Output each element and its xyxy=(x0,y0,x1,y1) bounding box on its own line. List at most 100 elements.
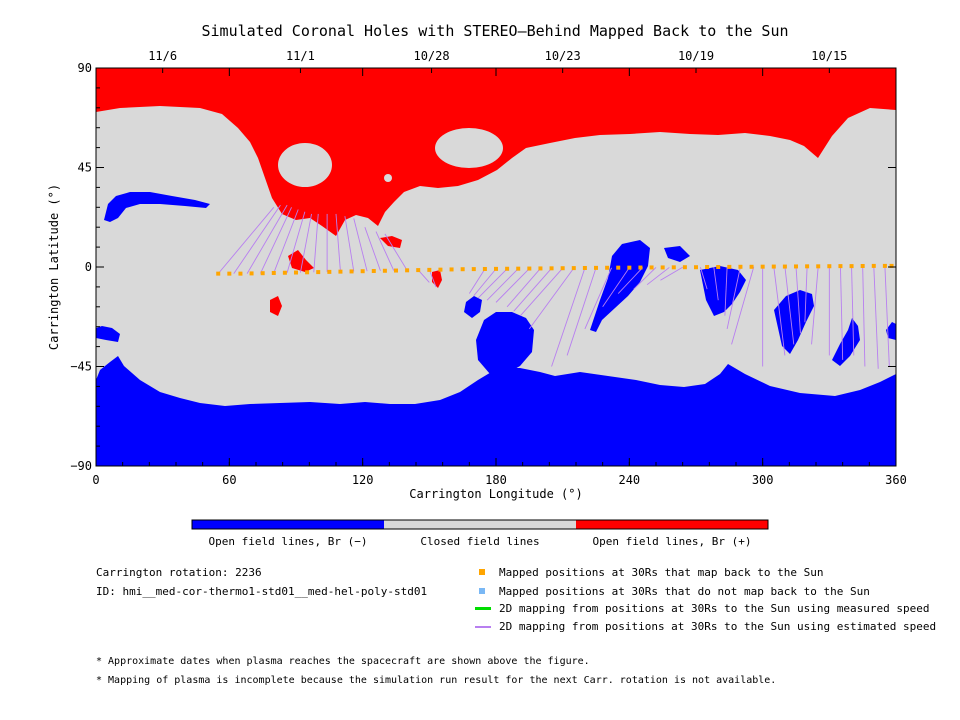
mapped-point xyxy=(582,265,587,270)
mapped-point xyxy=(249,271,254,276)
date-label: 10/19 xyxy=(678,49,714,63)
mapping-line xyxy=(617,267,643,294)
chart-title: Simulated Coronal Holes with STEREO–Behi… xyxy=(202,22,789,40)
mapped-point xyxy=(327,269,332,274)
legend-label-unmapped: Mapped positions at 30Rs that do not map… xyxy=(499,585,870,598)
negative-hole xyxy=(664,246,690,262)
mapping-line xyxy=(384,233,408,271)
negative-hole xyxy=(104,192,210,222)
axes: 0 60 120 180 240 300 360 90 45 0 −45 −90 11/6 11/1 10/… xyxy=(70,49,907,487)
y-tick-label: 45 xyxy=(78,161,92,175)
mapping-line xyxy=(344,216,355,272)
mapping-line xyxy=(486,268,519,301)
mapped-point xyxy=(382,268,387,273)
legend-label-estimated: 2D mapping from positions at 30Rs to the… xyxy=(499,620,937,633)
mapping-line xyxy=(713,266,719,301)
positive-hole xyxy=(270,296,282,316)
colorbar-label-positive: Open field lines, Br (+) xyxy=(593,535,752,548)
mapping-line xyxy=(584,267,612,330)
mapping-line xyxy=(520,267,564,316)
mapped-point xyxy=(282,270,287,275)
x-tick-label: 300 xyxy=(752,473,774,487)
mapping-line xyxy=(851,266,855,356)
carrington-rotation: Carrington rotation: 2236 xyxy=(96,566,262,579)
mapping-line xyxy=(364,227,381,271)
mapped-point xyxy=(727,264,732,269)
mapping-line xyxy=(862,265,866,367)
mapping-line xyxy=(473,268,497,297)
mapping-line xyxy=(217,207,275,274)
mapped-point xyxy=(760,264,765,269)
mapping-line xyxy=(602,267,630,308)
colorbar-label-closed: Closed field lines xyxy=(420,535,539,548)
mapping-line xyxy=(353,218,368,272)
note-dates: * Approximate dates when plasma reaches … xyxy=(96,656,590,667)
mapped-point xyxy=(705,265,710,269)
mapping-line xyxy=(417,269,430,283)
mapping-line xyxy=(513,268,552,312)
x-tick-label: 240 xyxy=(618,473,640,487)
x-tick-label: 120 xyxy=(352,473,374,487)
legend-swatch-mapped xyxy=(479,569,485,575)
mapping-line xyxy=(286,211,306,273)
mapping-line xyxy=(495,268,530,303)
legend-label-measured: 2D mapping from positions at 30Rs to the… xyxy=(499,602,930,615)
legend-label-mapped: Mapped positions at 30Rs that map back t… xyxy=(499,566,824,579)
field-line-mappings xyxy=(217,204,890,369)
mapping-line xyxy=(773,266,786,356)
negative-hole xyxy=(96,326,120,342)
colorbar-closed xyxy=(384,520,576,529)
mapped-point xyxy=(260,271,265,276)
mapping-line xyxy=(300,213,312,273)
mapping-line xyxy=(566,267,597,356)
mapped-point xyxy=(794,264,798,269)
mapped-point xyxy=(560,266,565,271)
mapping-line xyxy=(784,266,795,345)
colorbar: Open field lines, Br (−) Closed field li… xyxy=(191,519,769,548)
mapping-line xyxy=(528,267,575,330)
run-id: ID: hmi__med-cor-thermo1-std01__med-hel-… xyxy=(96,585,428,598)
negative-hole xyxy=(590,240,650,332)
y-tick-label: −90 xyxy=(70,459,92,473)
negative-hole xyxy=(774,290,814,354)
mapped-point xyxy=(427,267,432,272)
mapped-point xyxy=(271,270,276,275)
mapped-point xyxy=(782,264,787,269)
mapping-line xyxy=(726,266,741,330)
mapped-point xyxy=(294,270,298,275)
mapping-line xyxy=(246,204,288,274)
mapping-line xyxy=(477,268,508,299)
mapping-line xyxy=(646,267,670,286)
mapping-line xyxy=(873,265,879,369)
mapped-point xyxy=(771,264,776,269)
mapping-line xyxy=(313,213,319,273)
mapped-point xyxy=(438,267,443,272)
y-tick-label: 0 xyxy=(85,260,92,274)
mapped-point xyxy=(505,266,510,271)
mapped-point xyxy=(871,263,876,268)
mapped-point xyxy=(460,267,465,272)
mapped-point xyxy=(882,263,887,268)
negative-hole xyxy=(476,312,534,374)
mapped-point xyxy=(889,263,894,268)
mapping-line xyxy=(273,209,299,274)
mapped-point xyxy=(616,265,621,270)
x-tick-label: 180 xyxy=(485,473,507,487)
y-axis-label: Carrington Latitude (°) xyxy=(47,184,61,350)
mapped-point xyxy=(638,265,643,270)
mapped-point xyxy=(238,271,243,276)
closed-island xyxy=(435,128,503,168)
y-tick-label: −45 xyxy=(70,360,92,374)
x-tick-label: 360 xyxy=(885,473,907,487)
mapped-point xyxy=(516,266,521,271)
mapping-line xyxy=(839,266,844,360)
mapped-point xyxy=(605,265,610,270)
note-incomplete: * Mapping of plasma is incomplete becaus… xyxy=(96,675,777,686)
mapped-point xyxy=(682,265,687,270)
mapping-line xyxy=(551,267,586,367)
mapping-line xyxy=(506,268,541,308)
mapping-line xyxy=(660,266,683,281)
mapping-line xyxy=(233,204,281,274)
mapping-line xyxy=(633,267,657,290)
